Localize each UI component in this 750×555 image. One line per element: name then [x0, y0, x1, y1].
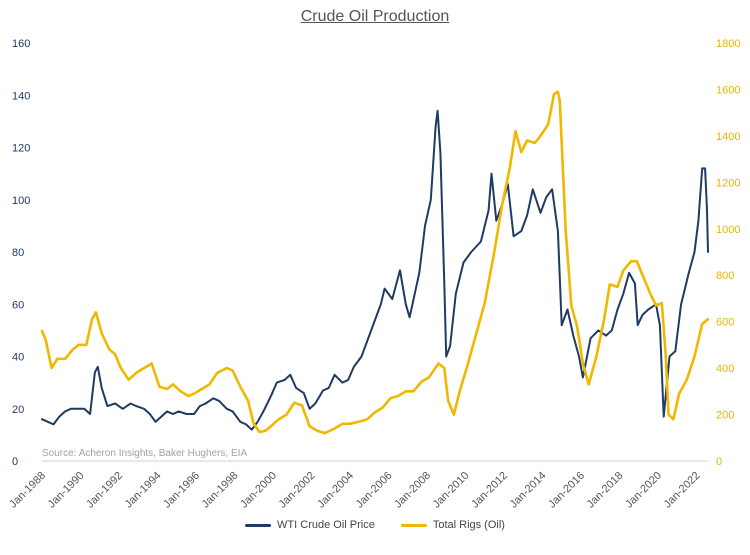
x-tick-label: Jan-1998 [200, 470, 241, 511]
y-left-tick-label: 40 [12, 352, 24, 364]
series-line-total-rigs [40, 90, 710, 435]
x-tick-label: Jan-2012 [469, 470, 510, 511]
x-tick-label: Jan-1996 [161, 470, 202, 511]
y-left-tick-label: 120 [12, 143, 30, 155]
source-note: Source: Acheron Insights, Baker Hughers,… [42, 448, 247, 459]
y-right-tick-label: 1600 [716, 84, 740, 96]
y-left-tick-label: 20 [12, 404, 24, 416]
y-right-tick-label: 200 [716, 410, 734, 422]
x-tick-label: Jan-2008 [392, 470, 433, 511]
y-right-tick-label: 1200 [716, 177, 740, 189]
x-tick-label: Jan-1988 [7, 470, 48, 511]
legend-swatch-rigs [400, 523, 427, 527]
x-tick-label: Jan-1990 [46, 470, 87, 511]
y-right-tick-label: 1000 [716, 224, 740, 236]
y-left-tick-label: 80 [12, 247, 24, 259]
y-right-tick-label: 800 [716, 270, 734, 282]
y-left-tick-label: 160 [12, 38, 30, 50]
y-left-tick-label: 140 [12, 90, 30, 102]
legend-swatch-wti [245, 523, 272, 527]
series-layer [40, 90, 710, 435]
y-left-tick-label: 60 [12, 299, 24, 311]
x-tick-label: Jan-2018 [585, 470, 626, 511]
x-tick-label: Jan-2016 [546, 470, 587, 511]
legend-label-wti: WTI Crude Oil Price [277, 519, 375, 531]
x-tick-label: Jan-2004 [315, 470, 356, 511]
y-right-tick-label: 1400 [716, 131, 740, 143]
y-left-tick-label: 0 [12, 456, 18, 468]
chart-title: Crude Oil Production [300, 8, 450, 25]
x-tick-label: Jan-1992 [84, 470, 125, 511]
legend-label-rigs: Total Rigs (Oil) [432, 519, 505, 531]
legend-item-wti: WTI Crude Oil Price [245, 519, 375, 531]
x-tick-label: Jan-2010 [431, 470, 472, 511]
y-right-tick-label: 0 [716, 456, 722, 468]
legend-item-rigs: Total Rigs (Oil) [400, 519, 505, 531]
x-tick-label: Jan-1994 [123, 470, 164, 511]
y-right-tick-label: 600 [716, 317, 734, 329]
legend: WTI Crude Oil Price Total Rigs (Oil) [0, 519, 750, 531]
x-tick-label: Jan-2000 [238, 470, 279, 511]
y-right-tick-label: 400 [716, 363, 734, 375]
x-tick-label: Jan-2020 [623, 470, 664, 511]
y-left-tick-label: 100 [12, 195, 30, 207]
y-right-tick-label: 1800 [716, 38, 740, 50]
x-tick-label: Jan-2006 [354, 470, 395, 511]
x-tick-label: Jan-2002 [277, 470, 318, 511]
x-tick-label: Jan-2022 [662, 470, 703, 511]
x-tick-label: Jan-2014 [508, 470, 549, 511]
series-line-wti-price [41, 109, 709, 431]
